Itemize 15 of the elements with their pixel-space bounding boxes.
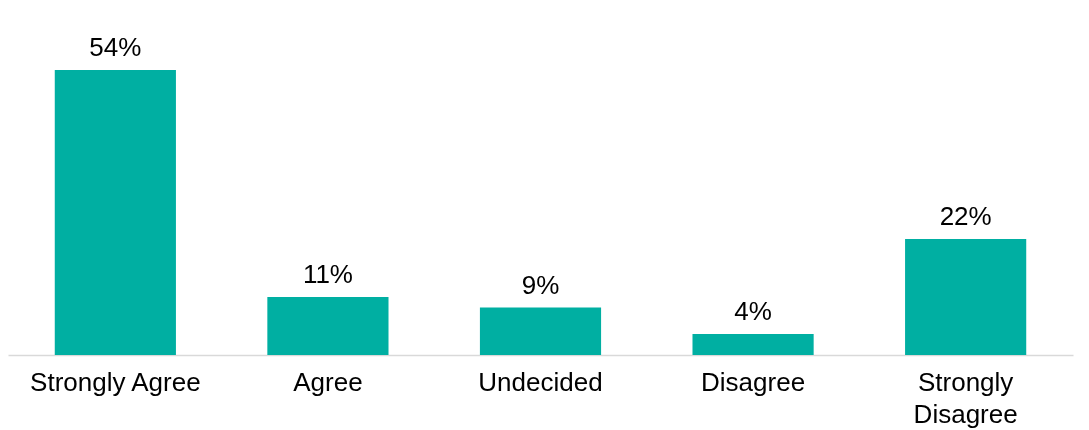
x-tick-label: Agree	[293, 366, 363, 397]
data-label: 22%	[939, 200, 992, 231]
x-tick-label: Strongly Agree	[30, 366, 201, 397]
bar	[692, 333, 814, 355]
data-label: 9%	[521, 269, 560, 300]
data-label: 4%	[734, 295, 772, 326]
bar	[267, 296, 389, 355]
x-tick-label: Undecided	[478, 366, 603, 397]
bar	[479, 307, 602, 355]
bar	[54, 70, 176, 355]
bar	[905, 238, 1027, 355]
data-label: 54%	[89, 32, 142, 62]
x-tick-label: Disagree	[701, 366, 806, 397]
data-label: 11%	[302, 258, 353, 289]
x-tick-label: Strongly Disagree	[913, 366, 1018, 429]
